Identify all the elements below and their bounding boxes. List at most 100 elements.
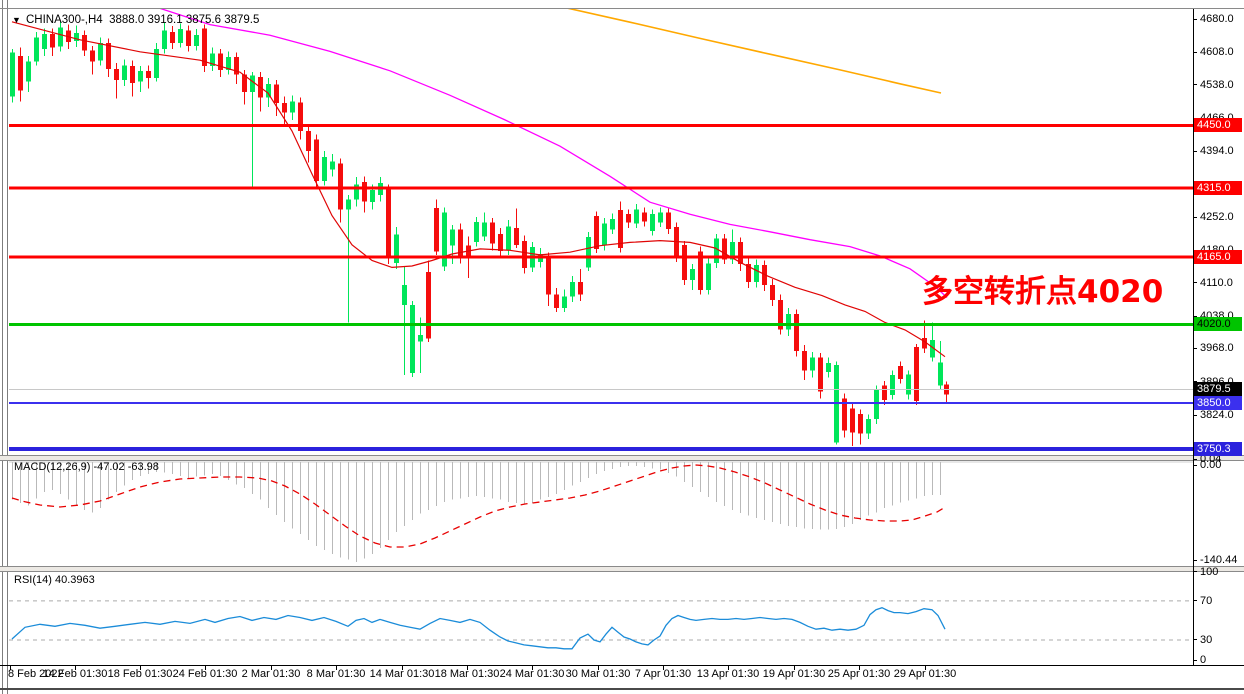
candle: [314, 134, 319, 188]
window-top-edge: [0, 8, 1244, 9]
rsi-tick-mark: [1193, 660, 1197, 661]
candle: [714, 234, 719, 268]
candle: [818, 353, 823, 399]
candle: [154, 43, 159, 82]
time-tick-mark: [728, 666, 729, 670]
candle: [586, 231, 591, 272]
symbol-dropdown-icon[interactable]: ▼: [12, 15, 21, 25]
candle: [58, 21, 63, 52]
rsi-scale-label: 0: [1200, 654, 1207, 666]
time-tick-mark: [598, 666, 599, 670]
candle: [898, 361, 903, 384]
price-tick-mark: [1193, 84, 1197, 85]
price-tick-mark: [1193, 52, 1197, 53]
candle: [706, 258, 711, 295]
price-level-badge: 4315.0: [1194, 181, 1242, 195]
rsi-tick-mark: [1193, 639, 1197, 640]
time-tick-mark: [140, 666, 141, 670]
pane-splitter-macd[interactable]: [0, 455, 1244, 461]
time-tick-label: 8 Feb 2022: [8, 668, 64, 680]
candle: [98, 37, 103, 66]
price-tick-label: 4252.0: [1200, 211, 1234, 223]
rsi-scale-label: 30: [1200, 633, 1213, 646]
candle: [944, 381, 949, 403]
candle: [866, 414, 871, 440]
candle: [106, 38, 111, 77]
time-tick-label: 19 Apr 01:30: [762, 668, 826, 680]
candle: [786, 308, 791, 336]
candle: [250, 72, 255, 187]
pane-splitter-rsi[interactable]: [0, 566, 1244, 572]
price-tick-label: 4538.0: [1200, 78, 1234, 91]
rsi-tick-mark: [1193, 600, 1197, 601]
candle: [298, 97, 303, 140]
time-tick-mark: [336, 666, 337, 670]
candle: [490, 217, 495, 251]
time-tick-mark: [402, 666, 403, 670]
time-tick-mark: [75, 666, 76, 670]
candle: [10, 49, 15, 103]
time-tick-label: 2 Mar 01:30: [241, 668, 301, 680]
macd-pane[interactable]: [9, 459, 1193, 565]
price-level-badge: 4020.0: [1194, 317, 1242, 331]
window-left-splitter[interactable]: [0, 0, 9, 694]
candle: [130, 60, 135, 97]
rsi-pane[interactable]: [9, 570, 1193, 665]
rsi-tick-mark: [1193, 571, 1197, 572]
time-tick-mark: [205, 666, 206, 670]
time-tick-mark: [794, 666, 795, 670]
macd-scale-label: 0.00: [1200, 459, 1222, 471]
candle: [306, 126, 311, 163]
candle: [426, 260, 431, 342]
candle: [442, 207, 447, 272]
candle: [738, 237, 743, 272]
ma-fast-line: [11, 21, 946, 358]
candle: [186, 25, 191, 52]
candle: [138, 66, 143, 93]
macd-tick-mark: [1193, 560, 1197, 561]
candle: [434, 199, 439, 255]
candle: [570, 275, 575, 303]
candle: [474, 217, 479, 247]
candle: [178, 23, 183, 48]
candle: [922, 320, 927, 353]
splitter-line: [7, 0, 8, 694]
candle: [26, 56, 31, 93]
time-tick-mark: [925, 666, 926, 670]
macd-tick-mark: [1193, 465, 1197, 466]
candle: [658, 207, 663, 228]
candle: [562, 289, 567, 312]
candle: [850, 403, 855, 446]
candle: [642, 207, 647, 227]
candle: [290, 95, 295, 120]
main-chart-pane[interactable]: [9, 9, 1193, 455]
time-tick-label: 18 Mar 01:30: [434, 668, 500, 680]
time-tick-mark: [532, 666, 533, 670]
candle: [482, 212, 487, 242]
candle: [42, 28, 47, 56]
candle: [226, 51, 231, 75]
candle: [746, 258, 751, 289]
time-tick-label: 13 Apr 01:30: [696, 668, 760, 680]
time-tick-mark: [271, 666, 272, 670]
candle: [386, 184, 391, 265]
candle: [690, 264, 695, 291]
candle: [410, 301, 415, 378]
candle: [938, 341, 943, 390]
price-tick-mark: [1193, 282, 1197, 283]
candle: [354, 177, 359, 207]
candle: [34, 32, 39, 66]
candle: [362, 176, 367, 213]
macd-header: MACD(12,26,9) -47.02 -63.98: [14, 461, 159, 473]
price-tick-mark: [1193, 19, 1197, 20]
chart-bottom-border: [0, 665, 1244, 666]
candle: [634, 204, 639, 229]
time-tick-mark: [467, 666, 468, 670]
candle: [330, 154, 335, 177]
candle: [170, 25, 175, 50]
candle: [506, 220, 511, 255]
candle: [618, 201, 623, 253]
time-tick-label: 14 Feb 01:30: [42, 668, 108, 680]
candle: [122, 59, 127, 87]
